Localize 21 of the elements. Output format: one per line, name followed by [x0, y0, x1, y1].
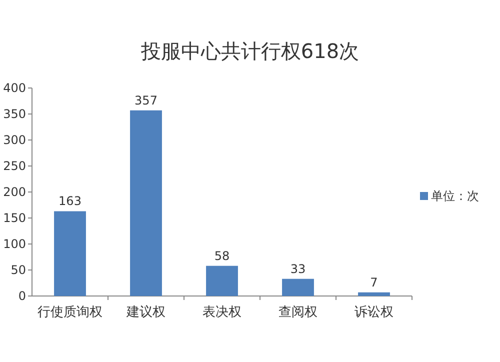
y-tick-label: 350: [3, 107, 26, 121]
legend-label: 单位：次: [431, 189, 479, 203]
x-tick-label: 表决权: [202, 305, 242, 320]
y-tick-label: 100: [3, 237, 26, 251]
data-label: 7: [370, 275, 378, 290]
y-tick-label: 200: [3, 185, 26, 199]
data-label: 33: [290, 262, 306, 276]
y-tick-label: 150: [3, 211, 26, 225]
y-tick-label: 250: [3, 159, 26, 173]
x-tick-label: 行使质询权: [38, 305, 102, 320]
x-tick-label: 建议权: [126, 305, 166, 320]
x-tick-label: 查阅权: [278, 305, 318, 320]
data-label: 58: [214, 248, 230, 263]
chart-title: 投服中心共计行权618次: [140, 39, 360, 63]
data-label: 357: [134, 93, 158, 108]
x-tick-label: 诉讼权: [354, 305, 394, 320]
data-label: 163: [58, 194, 82, 208]
y-tick-label: 300: [3, 133, 26, 147]
y-tick-label: 0: [18, 289, 26, 303]
y-tick-label: 50: [10, 263, 26, 277]
y-tick-label: 400: [3, 81, 26, 95]
